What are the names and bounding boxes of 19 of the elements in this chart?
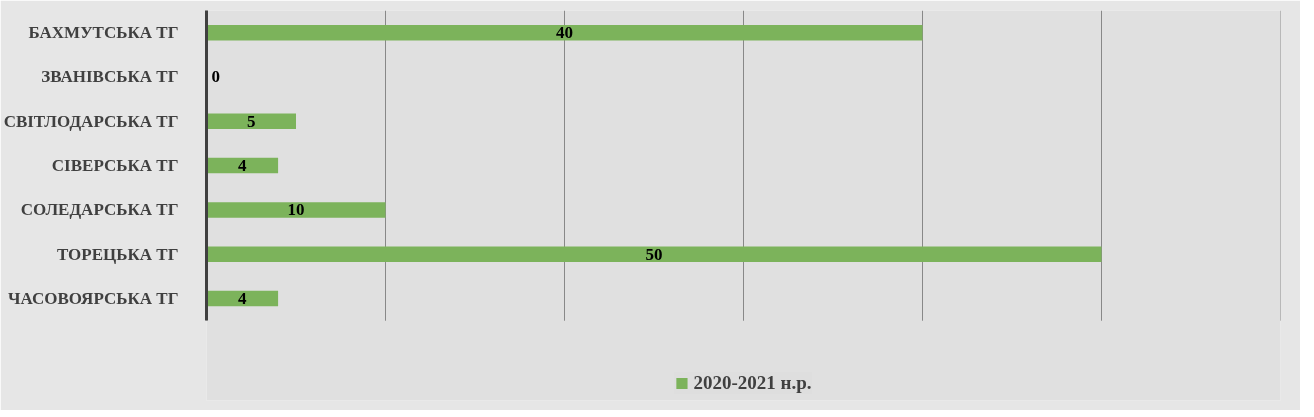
data-label: 0 bbox=[211, 67, 220, 87]
legend-label: 2020-2021 н.р. bbox=[693, 372, 812, 394]
y-tick-label: СОЛЕДАРСЬКА ТГ bbox=[20, 200, 179, 220]
y-tick-label: ЗВАНІВСЬКА ТГ bbox=[41, 67, 179, 87]
y-tick-label: БАХМУТСЬКА ТГ bbox=[28, 23, 179, 43]
y-tick-label: СВІТЛОДАРСЬКА ТГ bbox=[3, 111, 179, 131]
data-label: 5 bbox=[247, 111, 256, 131]
bar bbox=[206, 246, 1102, 263]
bar bbox=[206, 202, 386, 218]
y-tick-label: ЧАСОВОЯРСЬКА ТГ bbox=[7, 289, 179, 309]
bar bbox=[206, 113, 296, 130]
data-label: 50 bbox=[645, 244, 663, 264]
y-tick-label: ТОРЕЦЬКА ТГ bbox=[56, 244, 179, 264]
data-label: 4 bbox=[238, 156, 248, 176]
bar bbox=[206, 24, 923, 41]
data-label: 10 bbox=[287, 200, 305, 220]
data-label: 4 bbox=[238, 289, 248, 309]
data-label: 40 bbox=[556, 23, 573, 43]
y-tick-label: СІВЕРСЬКА ТГ bbox=[51, 156, 179, 176]
